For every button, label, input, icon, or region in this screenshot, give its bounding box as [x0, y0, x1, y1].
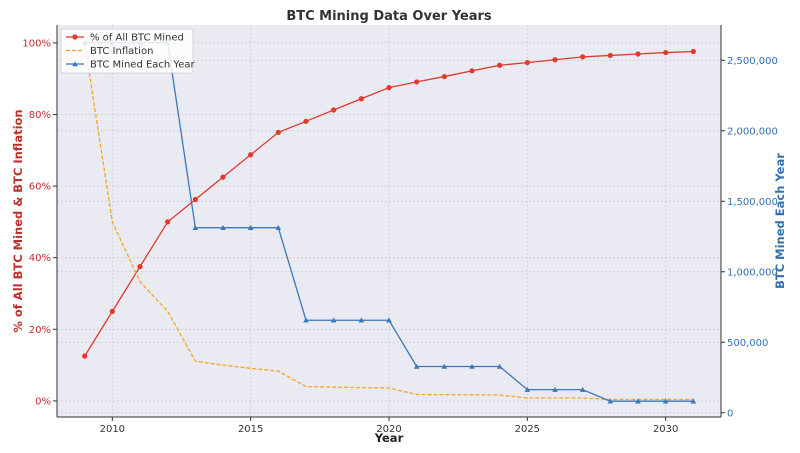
x-tick-label: 2030	[653, 424, 678, 435]
data-point	[469, 68, 475, 74]
y-right-tick-label: 1,000,000	[727, 267, 778, 278]
x-tick-label: 2025	[515, 424, 540, 435]
y-left-tick-label: 60%	[29, 182, 51, 193]
data-point	[607, 52, 613, 59]
data-point	[386, 317, 392, 323]
y-left-tick-label: 100%	[22, 38, 51, 49]
series-line	[84, 42, 694, 401]
y-left-tick-label: 40%	[29, 253, 51, 264]
series-layer	[81, 39, 697, 404]
data-point	[303, 118, 309, 124]
y-right-ticks: 0 500,000 1,000,000 1,500,000 2,000,000 2,500…	[721, 56, 778, 419]
data-point	[220, 224, 226, 230]
data-point	[662, 398, 669, 404]
data-point	[109, 308, 115, 314]
data-point	[303, 317, 309, 323]
data-point	[496, 363, 503, 369]
data-point	[663, 49, 669, 56]
y-left-ticks: 0% 20% 40% 60% 80% 100%	[22, 38, 57, 407]
data-point	[192, 196, 198, 203]
y-right-tick-label: 2,000,000	[727, 126, 778, 137]
y-left-tick-label: 20%	[29, 325, 51, 336]
chart-title: BTC Mining Data Over Years	[286, 9, 492, 24]
y-axis-right-label: BTC Mined Each Year	[773, 153, 787, 289]
data-point	[358, 317, 365, 323]
x-tick-label: 2015	[238, 424, 263, 435]
x-ticks: 2010 2015 2020 2025 2030	[100, 417, 678, 435]
data-point	[275, 129, 281, 135]
y-right-tick-label: 1,500,000	[727, 197, 778, 208]
data-point	[607, 398, 614, 404]
x-tick-label: 2020	[376, 424, 401, 435]
legend-label: BTC Inflation	[90, 46, 153, 57]
data-point	[690, 398, 697, 404]
data-point	[248, 152, 254, 158]
data-point	[552, 386, 558, 392]
y-left-tick-label: 80%	[29, 110, 51, 121]
series-1	[84, 42, 694, 401]
data-point	[137, 264, 143, 270]
y-axis-left-label: % of All BTC Mined & BTC Inflation	[11, 109, 25, 332]
data-point	[192, 224, 199, 230]
data-point	[247, 224, 254, 230]
x-axis-label: Year	[374, 431, 404, 445]
data-point	[165, 219, 171, 225]
y-right-tick-label: 2,500,000	[727, 56, 778, 67]
data-point	[331, 107, 337, 113]
data-point	[690, 48, 696, 55]
series-0	[82, 48, 696, 359]
data-point	[275, 224, 282, 230]
legend-label: % of All BTC Mined	[90, 33, 184, 44]
data-point	[220, 174, 226, 180]
data-point	[358, 96, 364, 102]
data-point	[469, 363, 475, 369]
data-point	[330, 317, 337, 323]
legend-marker	[72, 34, 78, 40]
data-point	[497, 62, 503, 68]
x-tick-label: 2010	[100, 424, 125, 435]
data-point	[635, 398, 641, 404]
data-point	[635, 51, 641, 57]
data-point	[524, 386, 531, 392]
data-point	[413, 363, 420, 369]
y-right-tick-label: 0	[727, 408, 733, 419]
data-point	[82, 353, 88, 359]
legend-marker	[72, 61, 78, 67]
y-right-tick-label: 500,000	[727, 338, 768, 349]
legend-box	[60, 28, 194, 74]
data-point	[441, 73, 447, 80]
data-point	[579, 386, 586, 392]
data-point	[580, 54, 586, 60]
y-left-tick-label: 0%	[35, 396, 51, 407]
data-point	[441, 363, 448, 369]
data-point	[524, 59, 530, 66]
data-point	[552, 57, 558, 63]
legend: % of All BTC Mined BTC Inflation BTC Mined…	[60, 28, 195, 74]
data-point	[386, 85, 392, 91]
data-point	[414, 79, 420, 85]
legend-label: BTC Mined Each Year	[90, 60, 195, 71]
